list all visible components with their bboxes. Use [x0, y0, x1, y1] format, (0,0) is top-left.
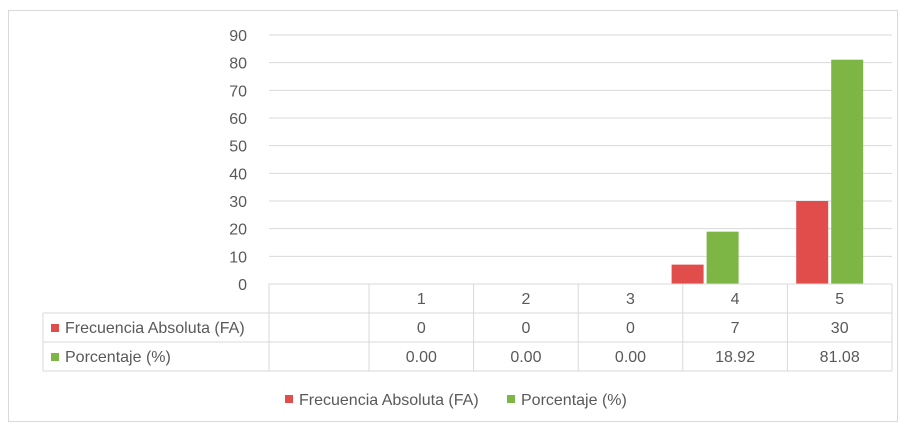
- bar: [671, 264, 704, 284]
- bars: [671, 59, 864, 284]
- y-tick-label: 0: [238, 277, 247, 294]
- legend-label: Porcentaje (%): [521, 392, 627, 409]
- bar: [796, 201, 829, 284]
- data-label: 0.00: [615, 349, 646, 366]
- y-tick-label: 70: [229, 83, 247, 100]
- y-tick-label: 90: [229, 28, 247, 45]
- data-label: 0.00: [510, 349, 541, 366]
- data-label: 0.00: [406, 349, 437, 366]
- category-label: 1: [417, 291, 426, 308]
- y-tick-label: 30: [229, 194, 247, 211]
- category-label: 3: [626, 291, 635, 308]
- chart-frame: 0 10 20 30 40 50 60 70 80 90 1 2 3 4 5 Frecuencia Abso…: [8, 10, 898, 422]
- y-axis-ticks: 0 10 20 30 40 50 60 70 80 90: [229, 28, 247, 294]
- legend-key: [51, 324, 59, 332]
- y-tick-label: 80: [229, 56, 247, 73]
- legend-label: Frecuencia Absoluta (FA): [299, 392, 479, 409]
- legend: Frecuencia Absoluta (FA) Porcentaje (%): [285, 392, 627, 409]
- data-label: 81.08: [820, 349, 860, 366]
- bar: [831, 59, 864, 284]
- legend-swatch: [285, 395, 293, 403]
- series-row-label: Porcentaje (%): [65, 349, 171, 366]
- data-label: 0: [417, 320, 426, 337]
- data-table: 1 2 3 4 5 Frecuencia Absoluta (FA) 0 0 0 7 30 Porce…: [42, 283, 893, 372]
- data-label: 30: [831, 320, 849, 337]
- category-label: 5: [835, 291, 844, 308]
- y-tick-label: 10: [229, 249, 247, 266]
- y-tick-label: 40: [229, 166, 247, 183]
- series-row-label: Frecuencia Absoluta (FA): [65, 320, 245, 337]
- y-tick-label: 20: [229, 222, 247, 239]
- legend-key: [51, 353, 59, 361]
- data-label: 0: [626, 320, 635, 337]
- data-label: 0: [521, 320, 530, 337]
- bar: [706, 231, 739, 284]
- category-label: 4: [731, 291, 740, 308]
- data-label: 18.92: [715, 349, 755, 366]
- category-label: 2: [521, 291, 530, 308]
- data-label: 7: [731, 320, 740, 337]
- gridlines: [269, 34, 892, 257]
- y-tick-label: 50: [229, 139, 247, 156]
- y-tick-label: 60: [229, 111, 247, 128]
- legend-swatch: [507, 395, 515, 403]
